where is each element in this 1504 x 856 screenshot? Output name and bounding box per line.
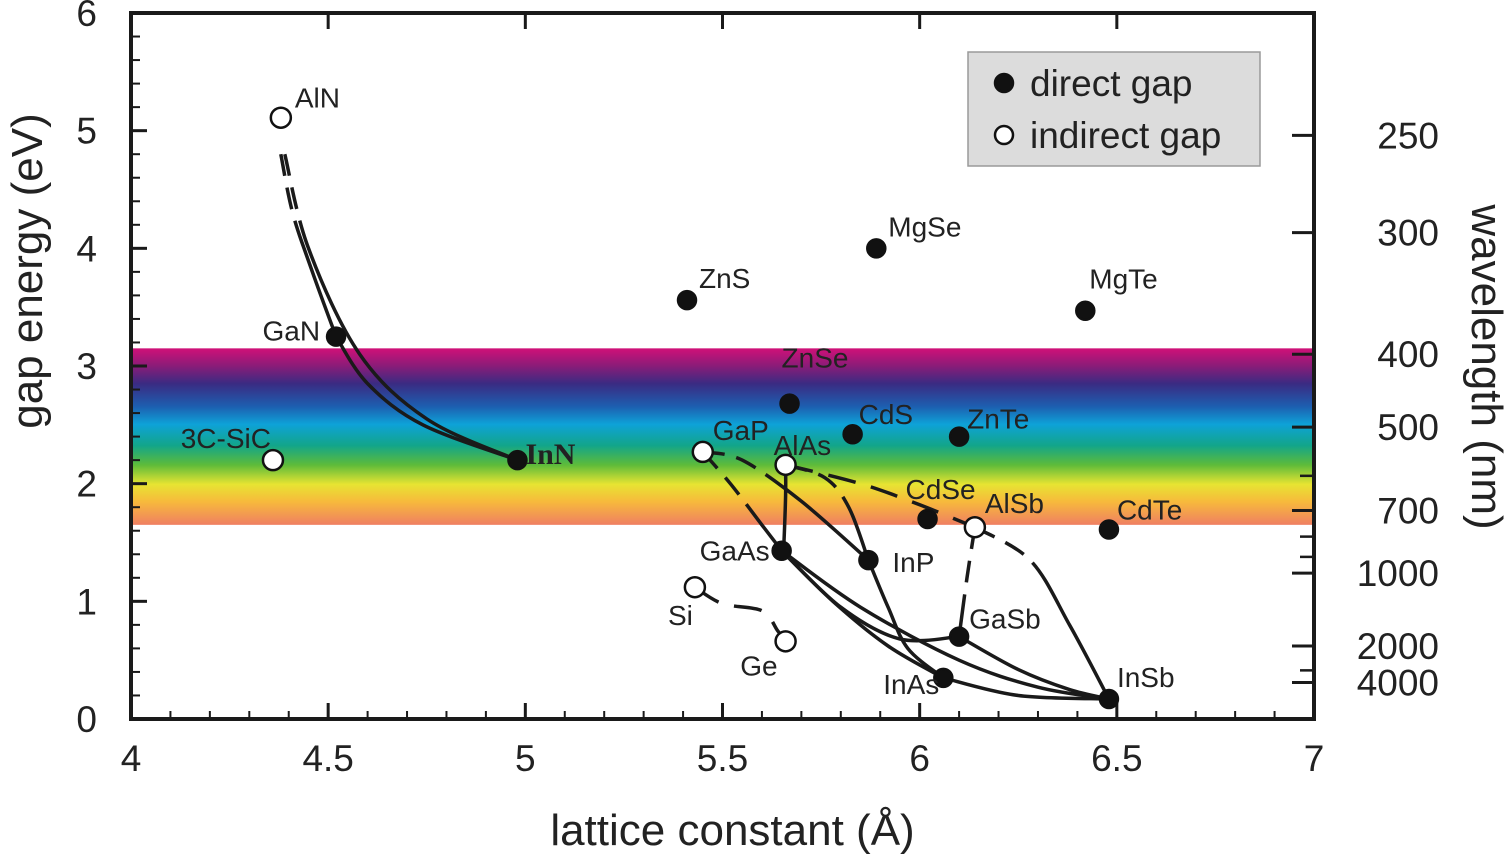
legend-box bbox=[967, 51, 1261, 167]
wavelength-tick-label: 500 bbox=[1377, 407, 1439, 448]
point-cdse bbox=[917, 508, 938, 530]
y-tick-label: 3 bbox=[76, 346, 97, 387]
alloy-curve-aln-inn bbox=[283, 153, 519, 462]
point-inn bbox=[507, 449, 528, 471]
point-gasb bbox=[948, 626, 970, 647]
x-tick-label: 6.5 bbox=[1091, 738, 1142, 779]
y-tick-label: 6 bbox=[76, 0, 97, 34]
alloy-curve-gaas-insb bbox=[780, 549, 1110, 701]
y-axis-title: gap energy (eV) bbox=[3, 113, 52, 429]
wavelength-tick-label: 4000 bbox=[1357, 663, 1439, 704]
label-cds: CdS bbox=[859, 399, 913, 430]
point-3c-sic bbox=[261, 448, 285, 472]
label-znte: ZnTe bbox=[967, 404, 1029, 435]
x-tick-label: 7 bbox=[1304, 738, 1325, 779]
wavelength-tick-label: 250 bbox=[1377, 115, 1439, 156]
point-inas bbox=[933, 667, 954, 689]
point-mgse bbox=[866, 238, 887, 259]
x-axis-title: lattice constant (Å) bbox=[550, 806, 914, 855]
point-cdte bbox=[1098, 519, 1120, 540]
material-points: AlN GaN InN 3C-SiC ZnS MgSe MgTe ZnSe CdS ZnTe GaP… bbox=[181, 83, 1182, 710]
wavelength-tick-label: 300 bbox=[1377, 213, 1439, 254]
point-zns bbox=[676, 289, 698, 311]
legend-label: direct gap bbox=[1030, 63, 1193, 104]
x-tick-label: 4 bbox=[121, 738, 142, 779]
point-gap bbox=[691, 440, 715, 464]
wavelength-tick-label: 2000 bbox=[1357, 626, 1439, 667]
legend-marker-filled bbox=[993, 72, 1015, 94]
alloy-curve-si-ge bbox=[693, 585, 787, 643]
label-inp: InP bbox=[892, 547, 934, 578]
x-tick-label: 5.5 bbox=[697, 738, 748, 779]
label-mgte: MgTe bbox=[1089, 264, 1157, 295]
point-si bbox=[683, 575, 707, 599]
alloy-curve-gasb-insb bbox=[958, 635, 1110, 701]
wavelength-tick-label: 1000 bbox=[1357, 553, 1439, 594]
point-gaas bbox=[771, 540, 792, 561]
y-tick-label: 5 bbox=[76, 111, 97, 152]
label-alsb: AlSb bbox=[985, 488, 1044, 519]
wavelength-tick-label: 700 bbox=[1377, 491, 1439, 532]
x-tick-label: 4.5 bbox=[302, 738, 353, 779]
label-inas: InAs bbox=[883, 669, 939, 700]
point-insb bbox=[1098, 688, 1120, 710]
alloy-curve-aln-gan bbox=[279, 153, 338, 338]
label-zns: ZnS bbox=[699, 263, 750, 294]
point-inp bbox=[858, 549, 879, 571]
x-tick-label: 5 bbox=[515, 738, 536, 779]
label-znse: ZnSe bbox=[782, 343, 849, 374]
point-mgte bbox=[1075, 300, 1096, 321]
visible-spectrum-band bbox=[133, 348, 1312, 525]
point-alas bbox=[774, 453, 797, 477]
label-insb: InSb bbox=[1117, 662, 1175, 693]
y-tick-label: 2 bbox=[76, 464, 97, 505]
wavelength-tick-label: 400 bbox=[1377, 334, 1439, 375]
alloy-curve-gap-inp bbox=[702, 450, 870, 562]
y-tick-label: 1 bbox=[76, 581, 97, 622]
alloy-curve-inas-insb bbox=[942, 676, 1109, 701]
label-3c-sic: 3C-SiC bbox=[181, 423, 271, 454]
label-cdte: CdTe bbox=[1117, 495, 1182, 526]
point-znse bbox=[779, 393, 800, 414]
label-si: Si bbox=[668, 600, 693, 631]
legend-label: indirect gap bbox=[1030, 115, 1221, 156]
label-aln: AlN bbox=[295, 83, 340, 114]
alloy-curve-gan-inn bbox=[334, 335, 519, 462]
alloy-curve-alsb-insb bbox=[974, 525, 1111, 700]
label-gap: GaP bbox=[713, 415, 769, 446]
point-aln bbox=[269, 106, 293, 129]
point-alsb bbox=[963, 515, 987, 539]
y-tick-label: 0 bbox=[76, 699, 97, 740]
label-gaas: GaAs bbox=[700, 536, 770, 567]
label-mgse: MgSe bbox=[888, 211, 961, 242]
point-cds bbox=[842, 423, 863, 445]
point-znte bbox=[948, 426, 970, 447]
label-inn: InN bbox=[525, 438, 575, 471]
label-gasb: GaSb bbox=[969, 604, 1041, 635]
label-ge: Ge bbox=[740, 650, 777, 681]
point-ge bbox=[774, 630, 797, 653]
alloy-curve-gap-gaas bbox=[701, 450, 784, 552]
y-tick-label: 4 bbox=[76, 228, 97, 269]
axes: 4 4.5 5 5.5 6 6.5 7 0 1 2 3 4 5 6 250 300 400 500 700 1000 2… bbox=[3, 0, 1504, 855]
alloy-curve-gaas-gasb-path bbox=[780, 549, 960, 643]
legend: direct gap indirect gap bbox=[967, 51, 1261, 167]
wavelength-axis-title: wavelength (nm) bbox=[1462, 203, 1504, 529]
x-tick-label: 6 bbox=[909, 738, 930, 779]
label-gan: GaN bbox=[262, 316, 320, 347]
alloy-curve-alas-alsb bbox=[785, 463, 976, 529]
legend-marker-open bbox=[993, 124, 1015, 146]
point-gan bbox=[325, 326, 347, 347]
label-cdse: CdSe bbox=[906, 474, 976, 505]
label-alas: AlAs bbox=[774, 430, 832, 461]
